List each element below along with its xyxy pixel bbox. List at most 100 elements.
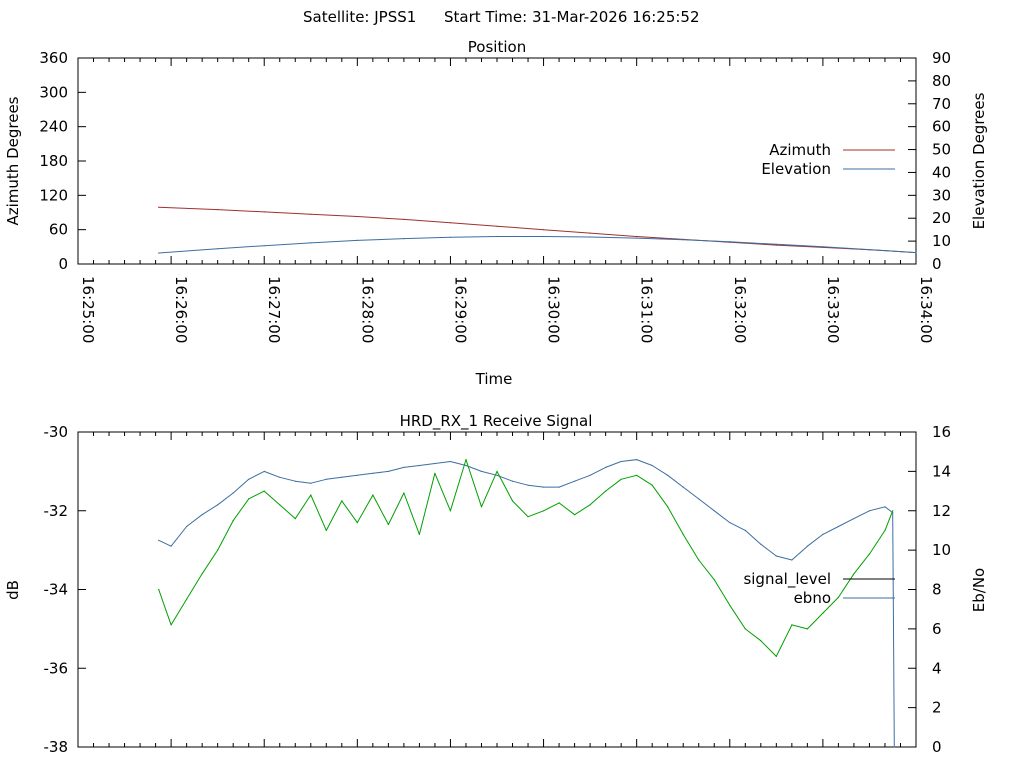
data-point <box>201 514 203 516</box>
signal-plot-frame <box>77 431 917 748</box>
data-point <box>418 533 420 536</box>
data-point <box>158 252 160 254</box>
data-point <box>232 520 234 522</box>
data-point <box>480 506 483 508</box>
data-point <box>341 476 343 478</box>
y2-tick-label: 50 <box>932 141 951 159</box>
y2-tick-label: 10 <box>932 232 951 250</box>
data-point <box>651 484 653 486</box>
data-point <box>356 474 358 476</box>
data-point <box>496 225 498 227</box>
data-point <box>682 533 684 536</box>
y2-tick-label: 16 <box>932 423 951 441</box>
x-tick-label: 16:30:00 <box>545 276 563 343</box>
data-point <box>186 525 188 528</box>
data-point <box>465 459 467 461</box>
elevation-line <box>158 236 917 254</box>
data-point <box>822 612 824 614</box>
data-point <box>589 504 591 506</box>
data-point <box>325 529 327 532</box>
data-point <box>387 470 389 472</box>
data-point <box>294 518 296 520</box>
data-point <box>310 482 312 484</box>
y2-tick-label: 30 <box>932 186 951 204</box>
data-point <box>837 525 840 528</box>
data-point <box>682 239 684 241</box>
data-point <box>589 232 591 234</box>
y-tick-label: 120 <box>39 186 68 204</box>
data-point <box>853 518 855 520</box>
data-point <box>884 506 886 508</box>
position-chart-title: Position <box>468 38 526 56</box>
data-point <box>713 579 715 581</box>
data-point <box>372 494 374 496</box>
x-tick-label: 16:32:00 <box>731 276 749 343</box>
ebno-line <box>158 459 895 748</box>
data-point <box>310 494 312 496</box>
data-point <box>837 596 840 599</box>
data-point <box>729 241 731 243</box>
data-point <box>868 553 871 555</box>
data-point <box>760 543 762 545</box>
data-point <box>372 472 374 474</box>
data-point <box>543 510 545 512</box>
data-point <box>822 533 824 536</box>
position-x-axis-label: Time <box>475 370 513 388</box>
x-tick-label: 16:33:00 <box>824 276 842 343</box>
y-tick-label: -34 <box>44 581 69 599</box>
data-point <box>605 490 607 492</box>
y2-tick-label: 40 <box>932 163 951 181</box>
data-point <box>279 504 281 506</box>
data-point <box>465 464 467 467</box>
signal-chart-title: HRD_RX_1 Receive Signal <box>400 412 593 431</box>
data-point <box>248 498 250 500</box>
data-point <box>496 470 498 472</box>
data-point <box>775 655 777 658</box>
y2-tick-label: 0 <box>932 255 942 273</box>
data-point <box>543 235 545 238</box>
data-point <box>806 628 809 630</box>
data-point <box>893 746 895 748</box>
y-tick-label: -38 <box>44 738 69 756</box>
y-tick-label: 360 <box>39 49 68 67</box>
data-point <box>667 474 669 476</box>
position-series-group <box>158 206 917 254</box>
position-chart: Position 0 60 120 180 240 300 360 0 10 20 30 40 50 6… <box>4 38 988 388</box>
y2-tick-label: 60 <box>932 118 951 136</box>
data-point <box>217 549 219 551</box>
data-point <box>729 604 731 606</box>
data-point <box>263 490 265 492</box>
data-point <box>543 229 545 231</box>
data-point <box>589 474 591 476</box>
data-point <box>620 478 622 480</box>
data-point <box>884 529 886 532</box>
y2-tick-label: 2 <box>932 699 942 717</box>
x-tick-label: 16:27:00 <box>265 276 283 343</box>
data-point <box>356 215 358 218</box>
data-point <box>496 474 498 476</box>
data-point <box>589 236 591 238</box>
data-point <box>403 218 405 220</box>
y2-tick-label: 4 <box>932 659 942 677</box>
position-x-axis: 16:25:00 16:26:00 16:27:00 16:28:00 16:29:00… <box>77 58 935 343</box>
data-point <box>667 506 669 508</box>
signal-y-axis-label: dB <box>4 580 22 600</box>
data-point <box>574 480 576 482</box>
data-point <box>636 459 638 461</box>
signal-chart: HRD_RX_1 Receive Signal -38-36-34-32-30 … <box>4 412 988 756</box>
data-point <box>217 248 219 250</box>
data-point <box>294 480 296 482</box>
data-point <box>698 498 700 500</box>
y-tick-label: -30 <box>44 423 69 441</box>
data-point <box>713 510 715 512</box>
y2-tick-label: 6 <box>932 620 942 638</box>
y-tick-label: 240 <box>39 118 68 136</box>
data-point <box>387 523 389 526</box>
data-point <box>744 628 746 630</box>
y2-tick-label: 20 <box>932 209 951 227</box>
data-point <box>418 464 420 467</box>
data-point <box>822 246 824 248</box>
data-point <box>356 239 358 241</box>
